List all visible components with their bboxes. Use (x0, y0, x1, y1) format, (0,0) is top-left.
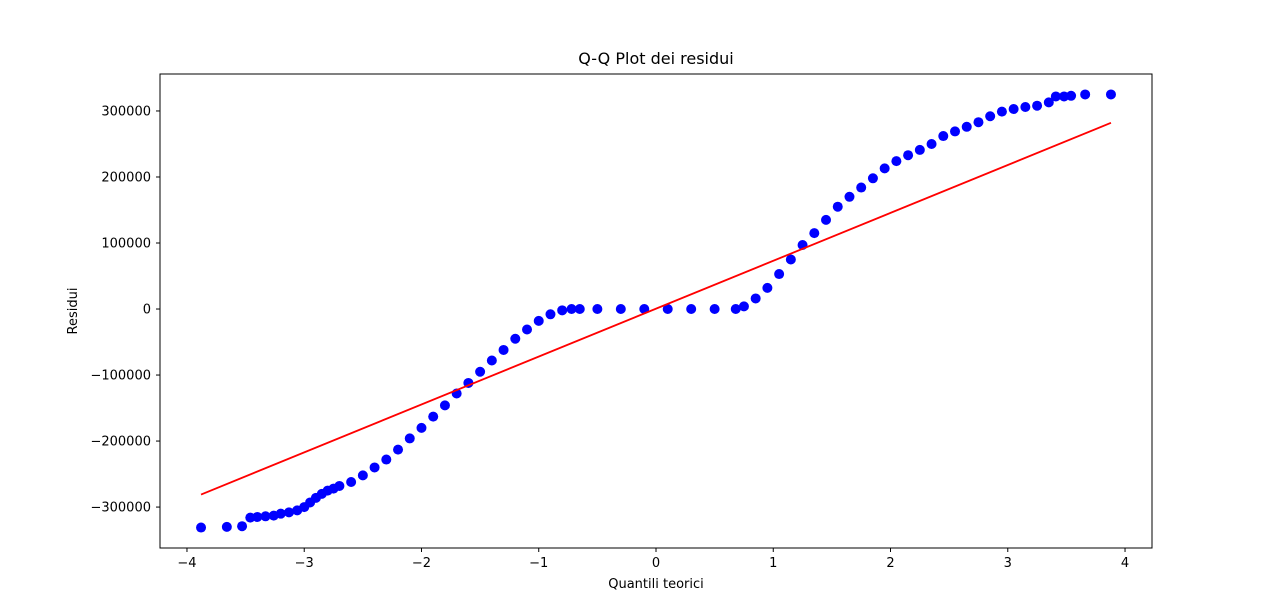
qq-point (750, 293, 761, 304)
qq-point (252, 511, 263, 522)
qq-point (950, 126, 961, 137)
qq-point (404, 433, 415, 444)
qq-point (615, 304, 626, 315)
plot-area (196, 89, 1116, 533)
qq-point (275, 508, 286, 519)
qq-point (686, 304, 697, 315)
qq-point (334, 480, 345, 491)
qq-point (574, 304, 585, 315)
x-tick-label: −2 (412, 556, 431, 571)
x-axis: −4 −3 −2 −1 0 1 2 3 4 (177, 548, 1129, 571)
qq-point (926, 138, 937, 149)
qq-point (961, 121, 972, 132)
qq-point (879, 163, 890, 174)
qq-point (730, 304, 741, 315)
qq-point (428, 411, 439, 422)
qq-point (809, 228, 820, 239)
qq-point (357, 470, 368, 481)
qq-point (903, 150, 914, 161)
chart-title: Q-Q Plot dei residui (578, 49, 733, 68)
qq-point (346, 476, 357, 487)
qq-point (891, 156, 902, 167)
y-tick-label: −200000 (90, 435, 151, 450)
qq-point (762, 282, 773, 293)
qq-point (738, 301, 749, 312)
qq-point (439, 400, 450, 411)
qq-point (369, 462, 380, 473)
x-axis-title: Quantili teorici (608, 577, 704, 592)
y-tick-label: −300000 (90, 501, 151, 516)
qq-point (832, 201, 843, 212)
qq-point (486, 355, 497, 366)
qq-point (1008, 103, 1019, 114)
x-tick-label: 0 (652, 556, 660, 571)
qq-point (973, 117, 984, 128)
qq-point (237, 521, 248, 532)
qq-point (785, 254, 796, 265)
reference-line (200, 122, 1112, 496)
qq-point (867, 173, 878, 184)
qq-point (1020, 102, 1031, 113)
x-tick-label: 3 (1004, 556, 1012, 571)
x-tick-label: 4 (1121, 556, 1129, 571)
y-tick-label: −100000 (90, 369, 151, 384)
qq-point (510, 333, 521, 344)
qq-point (475, 366, 486, 377)
qq-point (1080, 89, 1091, 100)
qq-point (393, 444, 404, 455)
qq-point (709, 304, 720, 315)
qq-point (592, 304, 603, 315)
qq-point (283, 507, 294, 518)
y-axis: −300000 −200000 −100000 0 100000 200000 300000 (90, 104, 160, 516)
qq-point (821, 214, 832, 225)
x-tick-label: 1 (769, 556, 777, 571)
qq-point (498, 344, 509, 355)
qq-point (1043, 97, 1054, 108)
x-tick-label: −1 (529, 556, 548, 571)
x-tick-label: 2 (886, 556, 894, 571)
qq-point (1066, 90, 1077, 101)
qq-point (566, 304, 577, 315)
qq-point (844, 191, 855, 202)
x-tick-label: −3 (295, 556, 314, 571)
qq-point (1105, 89, 1116, 100)
x-tick-label: −4 (177, 556, 196, 571)
qq-point (545, 309, 556, 320)
y-tick-label: 0 (143, 303, 151, 318)
qq-point (260, 511, 271, 522)
y-axis-title: Residui (66, 288, 81, 335)
qq-point (533, 315, 544, 326)
qq-point (938, 131, 949, 142)
qq-point (221, 521, 232, 532)
qq-point (856, 182, 867, 193)
qq-point (662, 304, 673, 315)
y-tick-label: 200000 (101, 170, 151, 185)
qq-point (914, 144, 925, 155)
qq-point (381, 454, 392, 465)
qq-point (1032, 100, 1043, 111)
qq-point (1050, 91, 1061, 102)
qq-point (985, 111, 996, 122)
y-tick-label: 100000 (101, 237, 151, 252)
y-tick-label: 300000 (101, 104, 151, 119)
qq-point (416, 422, 427, 433)
qq-point (996, 106, 1007, 117)
qq-point (522, 324, 533, 335)
qq-point (774, 269, 785, 280)
qq-point (196, 522, 207, 533)
qq-point (557, 305, 568, 316)
